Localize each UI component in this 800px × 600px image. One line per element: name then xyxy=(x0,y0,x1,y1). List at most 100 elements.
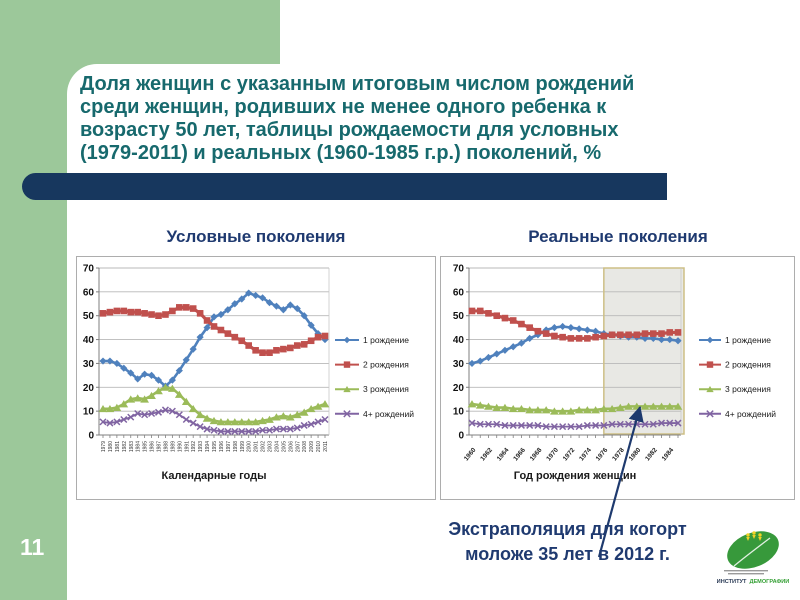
svg-text:0: 0 xyxy=(88,431,94,442)
svg-text:1981: 1981 xyxy=(115,441,121,452)
slide-title: Доля женщин с указанным итоговым числом … xyxy=(80,73,635,164)
svg-text:4+ рождений: 4+ рождений xyxy=(725,409,776,419)
right-chart-title: Реальные поколения xyxy=(528,227,708,246)
svg-text:70: 70 xyxy=(83,264,95,275)
y-axis-labels: 0 10 20 30 40 50 60 70 xyxy=(453,264,469,442)
chart-grid xyxy=(99,267,329,412)
svg-text:1989: 1989 xyxy=(170,441,176,452)
svg-text:1 рождение: 1 рождение xyxy=(363,335,409,345)
svg-text:50: 50 xyxy=(453,311,465,322)
x-axis-title: Год рождения женщин xyxy=(514,470,636,482)
series-3 xyxy=(98,383,330,426)
svg-text:1987: 1987 xyxy=(157,441,163,452)
logo-caption-lines xyxy=(724,570,768,575)
logo-text: ИНСТИТУТ ДЕМОГРАФИИ xyxy=(717,579,790,585)
svg-text:1988: 1988 xyxy=(163,441,169,452)
svg-text:10: 10 xyxy=(453,407,465,418)
x-axis-labels: 1960 1962 1964 1966 1968 1970 1972 1974 1976 1978… xyxy=(463,435,679,462)
svg-text:1991: 1991 xyxy=(184,441,190,452)
svg-text:10: 10 xyxy=(83,407,95,418)
svg-text:1964: 1964 xyxy=(496,446,511,462)
svg-text:2009: 2009 xyxy=(309,441,315,452)
svg-text:1990: 1990 xyxy=(177,441,183,452)
svg-text:1986: 1986 xyxy=(150,441,156,452)
svg-text:1998: 1998 xyxy=(233,441,239,452)
svg-text:1966: 1966 xyxy=(512,446,527,462)
svg-text:1980: 1980 xyxy=(108,441,114,452)
svg-text:40: 40 xyxy=(83,335,95,346)
svg-text:2010: 2010 xyxy=(316,441,322,452)
series-2 xyxy=(99,304,329,356)
svg-text:1970: 1970 xyxy=(545,446,560,462)
svg-text:50: 50 xyxy=(83,311,95,322)
svg-text:30: 30 xyxy=(453,359,465,370)
svg-text:3 рождения: 3 рождения xyxy=(725,384,771,394)
svg-text:20: 20 xyxy=(453,383,465,394)
svg-text:1983: 1983 xyxy=(129,441,135,452)
svg-text:0: 0 xyxy=(458,431,464,442)
svg-text:2005: 2005 xyxy=(281,441,287,452)
svg-text:2 рождения: 2 рождения xyxy=(363,360,409,370)
x-axis-labels: 1979 1980 1981 1982 1983 1984 1985 1986 1987 1988… xyxy=(101,435,329,452)
left-chart-title: Условные поколения xyxy=(166,227,346,246)
svg-text:1960: 1960 xyxy=(463,446,478,462)
svg-text:2002: 2002 xyxy=(261,441,267,452)
svg-text:1978: 1978 xyxy=(611,446,626,462)
svg-text:60: 60 xyxy=(83,287,95,298)
chart-legend: 1 рождение 2 рождения 3 рождения 4+ рождени… xyxy=(335,335,414,419)
svg-text:20: 20 xyxy=(83,383,95,394)
green-sidebar xyxy=(0,0,67,600)
left-chart-panel: 0 10 20 30 40 50 60 70 1979 1980 1981 1982 1983 1984 1… xyxy=(76,256,436,500)
y-axis-labels: 0 10 20 30 40 50 60 70 xyxy=(83,264,99,442)
svg-text:3 рождения: 3 рождения xyxy=(363,384,409,394)
svg-text:1974: 1974 xyxy=(578,446,593,462)
leaf-icon xyxy=(727,531,779,569)
svg-text:1982: 1982 xyxy=(122,441,128,452)
svg-text:1985: 1985 xyxy=(143,441,149,452)
chart-legend: 1 рождение 2 рождения 3 рождения 4+ рождени… xyxy=(699,335,776,419)
svg-text:2001: 2001 xyxy=(254,441,260,452)
svg-text:4+ рождений: 4+ рождений xyxy=(363,409,414,419)
chart-axes xyxy=(98,268,330,436)
page-number: 11 xyxy=(20,534,45,560)
svg-text:60: 60 xyxy=(453,287,465,298)
svg-text:1996: 1996 xyxy=(219,441,225,452)
svg-text:1980: 1980 xyxy=(628,446,643,462)
svg-text:2007: 2007 xyxy=(295,441,301,452)
svg-text:1962: 1962 xyxy=(479,446,494,462)
svg-text:1979: 1979 xyxy=(101,441,107,452)
svg-text:70: 70 xyxy=(453,264,465,275)
svg-text:1997: 1997 xyxy=(226,441,232,452)
svg-text:2000: 2000 xyxy=(247,441,253,452)
x-axis-title: Календарные годы xyxy=(162,470,267,482)
series-2 xyxy=(468,307,682,342)
svg-text:1984: 1984 xyxy=(661,446,676,462)
svg-text:2008: 2008 xyxy=(302,441,308,452)
svg-text:1995: 1995 xyxy=(212,441,218,452)
svg-text:1982: 1982 xyxy=(644,446,659,462)
svg-text:1984: 1984 xyxy=(136,441,142,452)
svg-text:1968: 1968 xyxy=(529,446,544,462)
svg-text:30: 30 xyxy=(83,359,95,370)
svg-text:1993: 1993 xyxy=(198,441,204,452)
svg-text:2006: 2006 xyxy=(288,441,294,452)
svg-text:1992: 1992 xyxy=(191,441,197,452)
svg-text:1976: 1976 xyxy=(595,446,610,462)
svg-text:1994: 1994 xyxy=(205,441,211,452)
extrapolation-note: Экстраполяция для когорт моложе 35 лет в … xyxy=(448,519,687,564)
series-4 xyxy=(99,406,329,435)
svg-text:2003: 2003 xyxy=(268,441,274,452)
svg-text:2011: 2011 xyxy=(323,441,329,452)
svg-text:40: 40 xyxy=(453,335,465,346)
svg-text:1999: 1999 xyxy=(240,441,246,452)
right-chart-panel: 0 10 20 30 40 50 60 70 1960 1962 1964 1966 1968 1970 1… xyxy=(440,256,795,500)
institute-logo: ИНСТИТУТ ДЕМОГРАФИИ xyxy=(717,531,790,585)
navy-divider-bar xyxy=(22,173,667,200)
svg-text:1 рождение: 1 рождение xyxy=(725,335,771,345)
svg-text:2 рождения: 2 рождения xyxy=(725,360,771,370)
svg-text:2004: 2004 xyxy=(274,441,280,452)
svg-text:1972: 1972 xyxy=(562,446,577,462)
